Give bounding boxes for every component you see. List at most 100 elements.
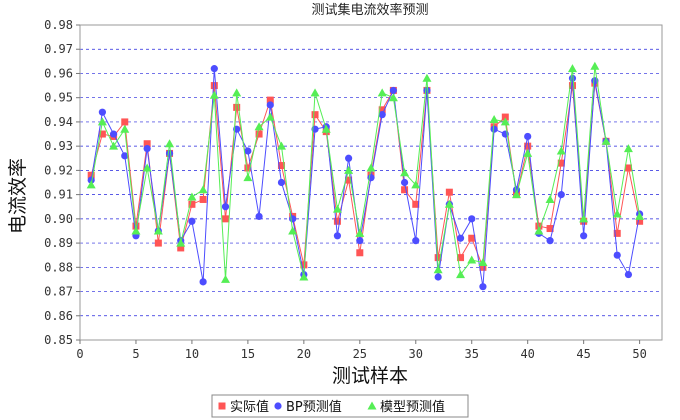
series-3 <box>86 61 645 283</box>
data-point <box>378 106 386 114</box>
data-point <box>332 204 342 213</box>
y-tick-label: 0.88 <box>44 260 73 274</box>
data-point <box>188 200 196 208</box>
y-tick-label: 0.91 <box>44 188 73 202</box>
data-point <box>132 222 140 230</box>
data-point <box>546 225 554 233</box>
data-point <box>479 263 487 271</box>
x-tick-label: 40 <box>520 347 534 361</box>
data-point <box>389 86 397 95</box>
data-point <box>97 117 107 126</box>
data-point <box>300 261 308 269</box>
data-point <box>366 163 376 172</box>
data-point <box>266 96 274 104</box>
x-tick-label: 5 <box>132 347 139 361</box>
data-point <box>444 199 454 208</box>
data-point <box>535 222 543 230</box>
data-point <box>524 142 532 150</box>
data-point <box>142 163 152 172</box>
data-point <box>501 113 509 121</box>
data-point <box>344 165 354 174</box>
x-tick-label: 30 <box>409 347 423 361</box>
data-point <box>221 203 230 211</box>
series-line <box>90 66 641 280</box>
data-point <box>568 82 576 90</box>
data-point <box>98 108 106 116</box>
data-point <box>345 154 353 162</box>
data-point <box>288 226 298 235</box>
data-point <box>612 209 622 218</box>
data-point <box>86 180 96 189</box>
legend-label: 实际值 <box>230 399 269 415</box>
x-tick-label: 20 <box>297 347 311 361</box>
y-tick-label: 0.95 <box>44 91 73 105</box>
data-point <box>445 188 453 196</box>
data-point <box>423 86 431 95</box>
x-tick-label: 25 <box>353 347 367 361</box>
legend-item: BP预测值 <box>274 399 342 415</box>
data-point <box>233 103 241 111</box>
data-point <box>524 132 532 141</box>
data-point <box>412 237 420 245</box>
x-tick-label: 15 <box>241 347 255 361</box>
y-axis-label: 电流效率 <box>7 158 29 234</box>
data-point <box>255 212 263 221</box>
data-point <box>567 64 577 73</box>
data-point <box>289 215 297 223</box>
data-point <box>221 274 230 283</box>
data-point <box>98 130 106 138</box>
data-point <box>557 191 565 199</box>
series-group <box>86 61 645 291</box>
x-tick-label: 0 <box>76 347 83 361</box>
data-point <box>143 140 151 148</box>
data-point <box>255 130 263 138</box>
x-axis-label: 测试样本 <box>332 365 408 387</box>
y-tick-label: 0.90 <box>44 212 73 226</box>
legend-label: 模型预测值 <box>380 399 445 415</box>
data-point <box>457 254 465 262</box>
data-point <box>222 215 229 223</box>
data-point <box>209 90 219 99</box>
legend-marker <box>218 402 226 410</box>
data-point <box>276 141 286 150</box>
y-tick-label: 0.87 <box>44 285 73 299</box>
data-point <box>120 124 130 133</box>
data-point <box>434 254 442 262</box>
axes: 0.85 0.86 0.87 0.88 0.89 0.90 0.91 0.92 0.93 0.94… <box>44 18 647 361</box>
data-point <box>490 125 498 133</box>
y-tick-label: 0.86 <box>44 309 73 323</box>
x-tick-label: 35 <box>465 347 479 361</box>
data-point <box>199 278 207 286</box>
data-point <box>613 229 621 237</box>
data-point <box>165 149 174 158</box>
data-point <box>624 164 632 172</box>
data-point <box>153 226 163 235</box>
legend: 实际值 BP预测值 模型预测值 <box>211 394 469 418</box>
data-point <box>176 238 186 247</box>
x-tick-label: 50 <box>632 347 646 361</box>
data-point <box>400 178 409 187</box>
data-point <box>624 270 633 279</box>
data-point <box>299 272 309 281</box>
data-point <box>534 226 544 235</box>
data-point <box>468 234 476 242</box>
x-tick-label: 10 <box>185 347 199 361</box>
data-point <box>109 130 118 138</box>
data-point <box>479 283 487 291</box>
data-point <box>545 194 555 203</box>
data-point <box>244 164 252 172</box>
data-point <box>388 93 398 102</box>
data-point <box>310 88 320 97</box>
legend-label: BP预测值 <box>286 399 342 415</box>
data-point <box>468 215 476 223</box>
data-point <box>333 217 341 225</box>
data-point <box>557 159 565 167</box>
data-point <box>401 186 409 194</box>
plot-area <box>79 24 663 341</box>
data-point <box>579 214 589 223</box>
y-tick-label: 0.85 <box>44 333 73 347</box>
data-point <box>434 273 442 281</box>
data-point <box>143 144 151 153</box>
data-point <box>87 176 95 184</box>
data-point <box>165 139 175 148</box>
